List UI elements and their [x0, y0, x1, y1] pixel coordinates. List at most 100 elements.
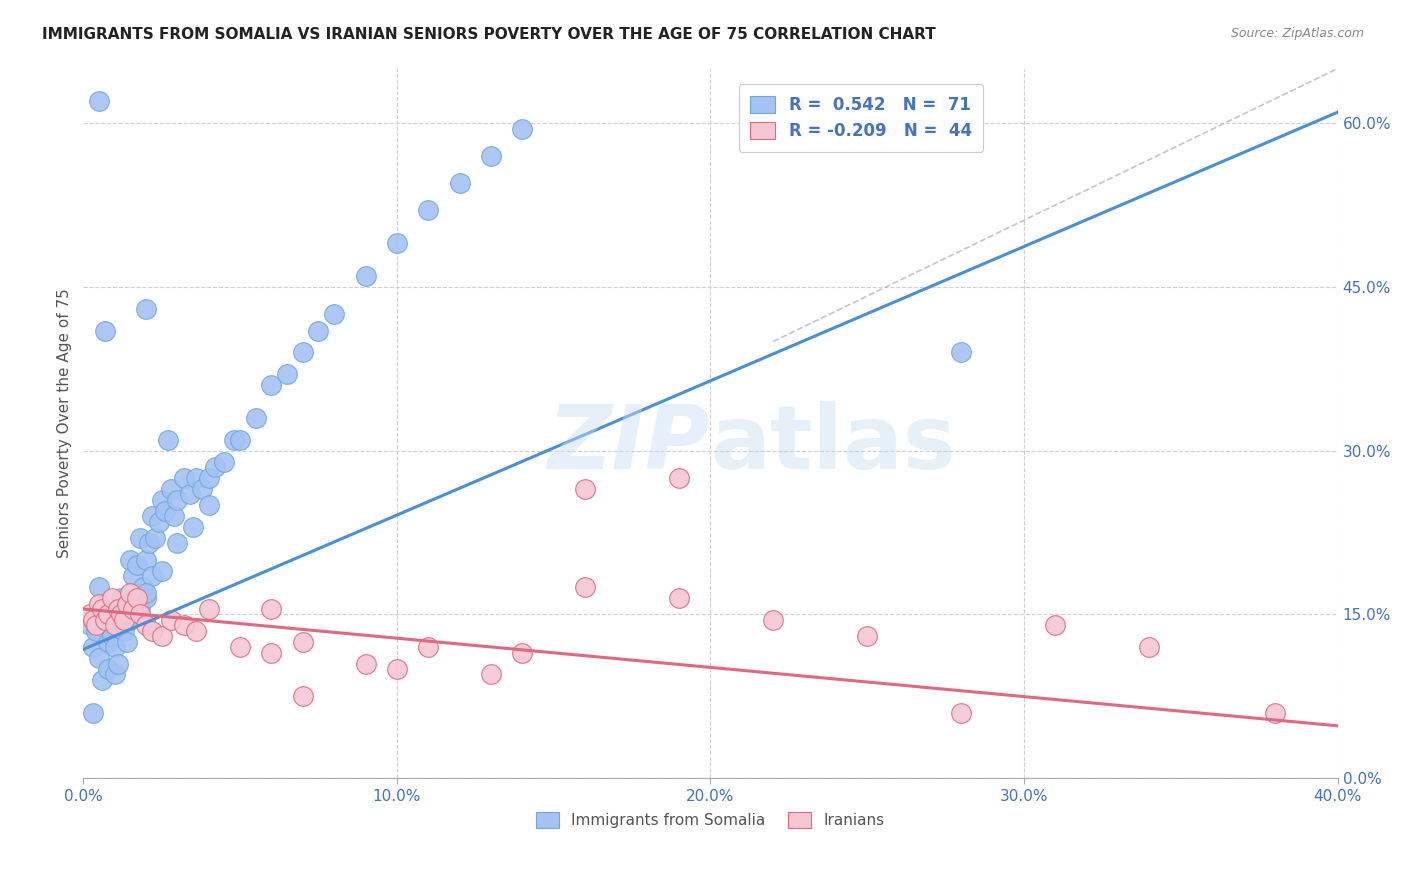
Point [84, 624, 107, 638]
Point [110, 591, 132, 605]
Point [141, 509, 163, 524]
Point [97, 607, 120, 622]
Point [94, 613, 117, 627]
Point [510, 646, 533, 660]
Point [125, 558, 148, 573]
Point [97, 634, 120, 648]
Point [97, 662, 120, 676]
Point [163, 509, 186, 524]
Point [94, 324, 117, 338]
Point [150, 492, 173, 507]
Point [82, 613, 104, 627]
Point [291, 690, 314, 704]
Point [104, 618, 127, 632]
Text: IMMIGRANTS FROM SOMALIA VS IRANIAN SENIORS POVERTY OVER THE AGE OF 75 CORRELATIO: IMMIGRANTS FROM SOMALIA VS IRANIAN SENIO… [42, 27, 936, 42]
Point [104, 640, 127, 655]
Point [135, 585, 157, 599]
Point [479, 667, 502, 681]
Point [308, 324, 330, 338]
Point [385, 662, 408, 676]
Point [291, 345, 314, 359]
Point [510, 121, 533, 136]
Point [122, 602, 145, 616]
Point [91, 673, 114, 687]
Point [120, 597, 142, 611]
Point [156, 433, 179, 447]
Point [110, 607, 132, 622]
Point [276, 368, 298, 382]
Point [87, 597, 110, 611]
Point [245, 411, 267, 425]
Point [668, 591, 690, 605]
Point [762, 613, 785, 627]
Point [120, 585, 142, 599]
Point [112, 624, 135, 638]
Point [574, 580, 596, 594]
Point [79, 607, 101, 622]
Point [87, 651, 110, 665]
Point [150, 564, 173, 578]
Point [173, 471, 195, 485]
Point [141, 569, 163, 583]
Y-axis label: Seniors Poverty Over the Age of 75: Seniors Poverty Over the Age of 75 [58, 288, 72, 558]
Point [1139, 640, 1161, 655]
Point [87, 95, 110, 109]
Point [181, 520, 204, 534]
Text: Source: ZipAtlas.com: Source: ZipAtlas.com [1230, 27, 1364, 40]
Point [191, 482, 214, 496]
Point [260, 646, 283, 660]
Point [222, 433, 245, 447]
Point [354, 268, 377, 283]
Point [186, 471, 208, 485]
Point [115, 602, 138, 616]
Point [115, 634, 138, 648]
Point [128, 607, 150, 622]
Point [354, 657, 377, 671]
Point [1264, 706, 1286, 720]
Point [107, 657, 129, 671]
Point [179, 487, 201, 501]
Point [153, 504, 176, 518]
Point [94, 613, 117, 627]
Point [122, 569, 145, 583]
Point [84, 618, 107, 632]
Point [418, 640, 440, 655]
Point [115, 597, 138, 611]
Point [125, 591, 148, 605]
Point [87, 580, 110, 594]
Point [112, 613, 135, 627]
Point [110, 613, 132, 627]
Point [950, 345, 973, 359]
Point [197, 498, 219, 512]
Point [104, 667, 127, 681]
Point [82, 706, 104, 720]
Point [128, 602, 150, 616]
Point [79, 618, 101, 632]
Legend: Immigrants from Somalia, Iranians: Immigrants from Somalia, Iranians [530, 806, 891, 834]
Point [385, 236, 408, 251]
Point [449, 176, 471, 190]
Point [160, 482, 183, 496]
Point [856, 629, 879, 643]
Point [135, 301, 157, 316]
Point [166, 492, 188, 507]
Point [260, 378, 283, 392]
Text: ZIP: ZIP [548, 401, 710, 488]
Point [120, 613, 142, 627]
Point [148, 515, 170, 529]
Point [135, 553, 157, 567]
Point [260, 602, 283, 616]
Point [214, 454, 236, 468]
Point [197, 471, 219, 485]
Point [145, 531, 167, 545]
Point [1045, 618, 1067, 632]
Point [132, 580, 155, 594]
Point [418, 203, 440, 218]
Point [128, 531, 150, 545]
Point [197, 602, 219, 616]
Point [141, 624, 163, 638]
Text: atlas: atlas [710, 401, 956, 488]
Point [107, 602, 129, 616]
Point [479, 149, 502, 163]
Point [82, 640, 104, 655]
